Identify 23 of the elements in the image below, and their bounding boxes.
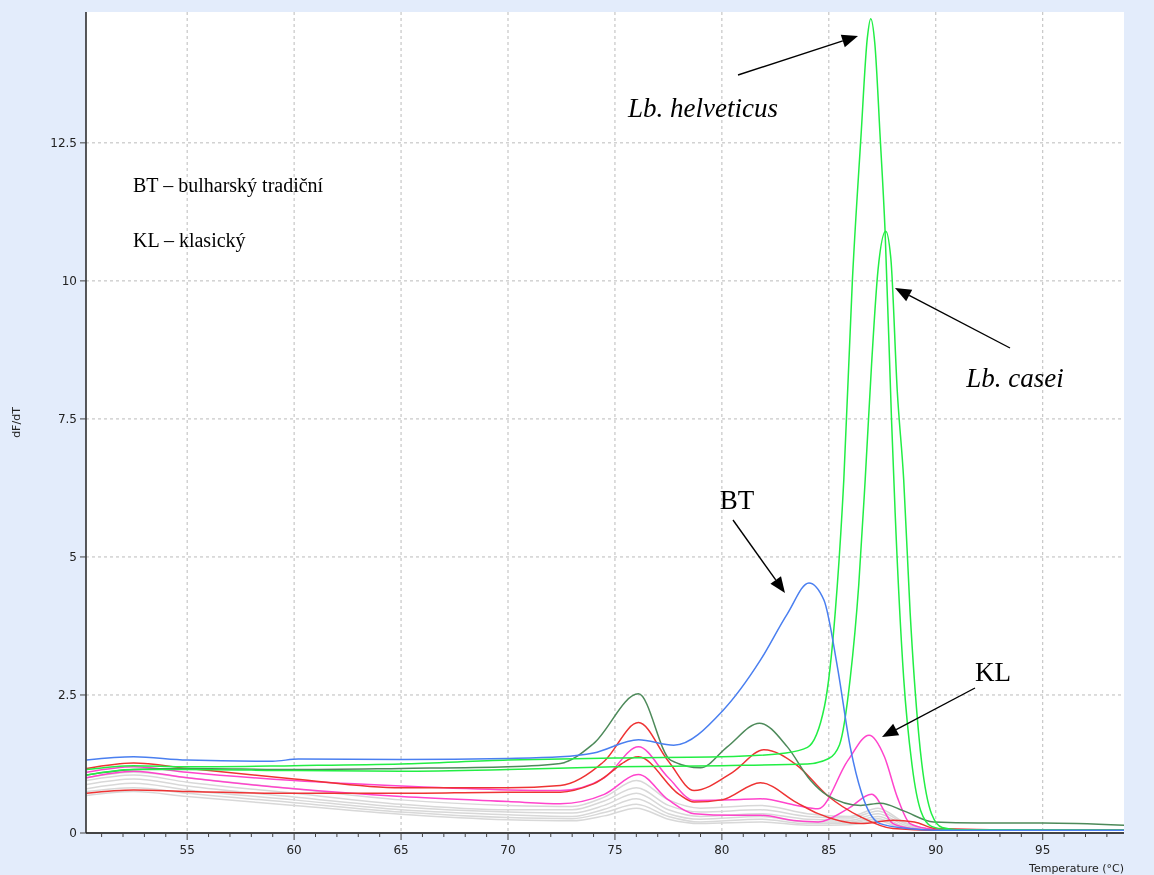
annotation: BT – bulharský tradiční: [133, 174, 324, 197]
x-tick-label: 90: [928, 843, 944, 857]
annotation: Lb. casei: [965, 363, 1064, 394]
annotation: KL: [975, 657, 1011, 688]
x-tick-label: 95: [1035, 843, 1051, 857]
x-tick-label: 55: [179, 843, 195, 857]
x-tick-label: 80: [714, 843, 730, 857]
y-tick-label: 5: [69, 550, 77, 565]
annotation: BT: [719, 485, 755, 516]
x-tick-label: 60: [286, 843, 302, 857]
y-tick-label: 10: [61, 274, 77, 289]
y-tick-label: 7.5: [57, 412, 77, 427]
annotation: Lb. helveticus: [627, 93, 778, 124]
y-tick-label: 0: [69, 826, 77, 841]
y-tick-label: 12.5: [50, 136, 77, 151]
x-tick-label: 75: [607, 843, 623, 857]
x-tick-label: 65: [393, 843, 409, 857]
x-tick-label: 85: [821, 843, 837, 857]
x-axis-title: Temperature (°C): [1028, 862, 1124, 875]
annotation: KL – klasický: [133, 229, 246, 252]
y-axis-title: dF/dT: [10, 406, 23, 438]
x-tick-label: 70: [500, 843, 516, 857]
y-tick-label: 2.5: [57, 688, 77, 703]
